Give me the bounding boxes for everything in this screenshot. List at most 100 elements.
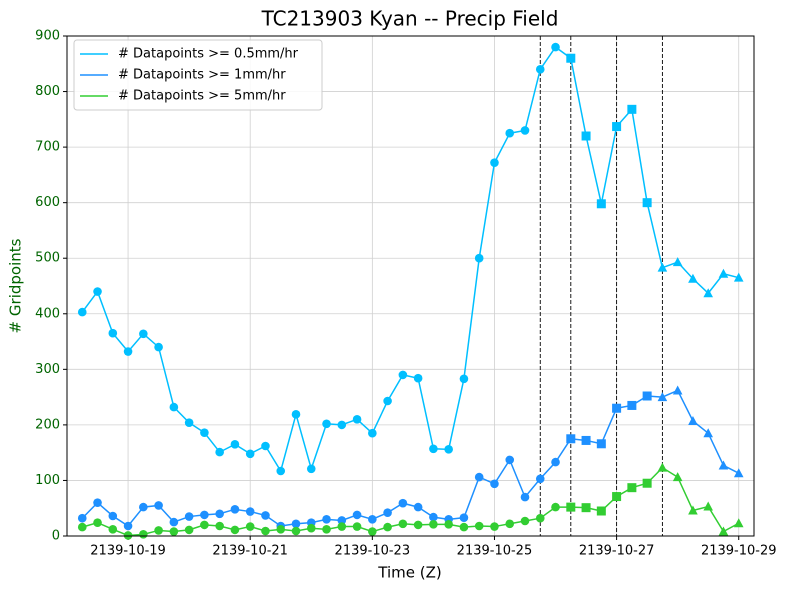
- marker: [657, 262, 668, 272]
- marker: [352, 522, 362, 531]
- y-tick-label: 0: [52, 529, 60, 544]
- marker: [368, 527, 377, 536]
- marker: [352, 510, 362, 520]
- marker: [169, 402, 179, 412]
- marker: [474, 521, 484, 531]
- marker: [444, 445, 453, 454]
- marker: [459, 513, 469, 522]
- marker: [627, 104, 637, 114]
- marker: [322, 525, 331, 534]
- marker: [291, 526, 301, 536]
- marker: [672, 257, 683, 267]
- y-tick-label: 700: [35, 140, 60, 155]
- marker: [642, 478, 652, 488]
- marker: [154, 501, 163, 510]
- marker: [520, 516, 530, 526]
- marker: [703, 501, 713, 511]
- y-tick-label: 500: [35, 251, 60, 266]
- marker: [535, 474, 545, 484]
- marker: [505, 128, 515, 138]
- marker: [139, 530, 148, 539]
- marker: [154, 526, 163, 535]
- marker: [306, 464, 316, 474]
- marker: [368, 428, 377, 438]
- marker: [596, 439, 606, 449]
- marker: [413, 373, 423, 383]
- marker: [108, 511, 118, 521]
- marker: [291, 410, 301, 419]
- marker: [291, 519, 301, 529]
- marker: [322, 515, 331, 524]
- marker: [612, 492, 622, 502]
- plot-frame: [66, 35, 755, 537]
- marker: [733, 518, 744, 528]
- marker: [215, 509, 224, 519]
- marker: [642, 391, 652, 401]
- marker: [459, 374, 469, 384]
- marker: [169, 517, 179, 527]
- marker: [261, 441, 270, 451]
- marker: [306, 523, 316, 533]
- marker: [383, 396, 392, 406]
- marker: [535, 65, 545, 74]
- marker: [322, 419, 331, 429]
- legend-box: [73, 39, 323, 111]
- marker: [398, 498, 408, 508]
- y-tick-label: 800: [35, 84, 60, 99]
- marker: [551, 457, 560, 467]
- marker: [703, 288, 713, 298]
- x-tick-label: 2139-10-25: [457, 544, 533, 559]
- marker: [230, 440, 240, 449]
- y-tick-label: 300: [35, 362, 60, 377]
- marker: [108, 328, 118, 338]
- legend-label: # Datapoints >= 1mm/hr: [118, 68, 286, 83]
- chart-title: TC213903 Kyan -- Precip Field: [261, 7, 559, 31]
- marker: [657, 462, 668, 472]
- marker: [688, 273, 698, 283]
- marker: [490, 522, 499, 531]
- marker: [718, 268, 729, 278]
- marker: [474, 472, 484, 482]
- marker: [566, 53, 576, 63]
- marker: [337, 522, 347, 531]
- marker: [703, 428, 713, 438]
- marker: [581, 131, 591, 141]
- marker: [535, 513, 545, 523]
- marker: [200, 520, 209, 530]
- marker: [230, 505, 240, 514]
- y-tick-label: 200: [35, 417, 60, 432]
- marker: [612, 122, 622, 132]
- marker: [688, 416, 698, 425]
- marker: [215, 447, 224, 457]
- marker: [93, 498, 102, 507]
- marker: [566, 434, 576, 444]
- marker: [230, 525, 240, 535]
- marker: [413, 520, 423, 530]
- legend-label: # Datapoints >= 5mm/hr: [118, 89, 286, 104]
- marker: [123, 347, 133, 356]
- marker: [581, 503, 591, 513]
- marker: [672, 385, 683, 395]
- marker: [368, 515, 377, 524]
- marker: [123, 531, 133, 540]
- x-tick-label: 2139-10-21: [212, 544, 288, 559]
- marker: [184, 418, 194, 427]
- marker: [733, 468, 744, 478]
- marker: [139, 502, 148, 512]
- marker: [429, 512, 438, 522]
- marker: [184, 512, 194, 521]
- marker: [77, 513, 87, 523]
- marker: [657, 392, 668, 402]
- marker: [551, 502, 560, 512]
- marker: [505, 519, 515, 529]
- x-tick-label: 2139-10-27: [579, 544, 655, 559]
- marker: [688, 505, 698, 515]
- y-tick-label: 400: [35, 306, 60, 321]
- marker: [261, 511, 270, 520]
- marker: [245, 449, 255, 459]
- x-tick-label: 2139-10-19: [90, 544, 166, 559]
- marker: [261, 526, 270, 536]
- y-axis-label: # Gridpoints: [7, 238, 25, 333]
- marker: [383, 508, 392, 517]
